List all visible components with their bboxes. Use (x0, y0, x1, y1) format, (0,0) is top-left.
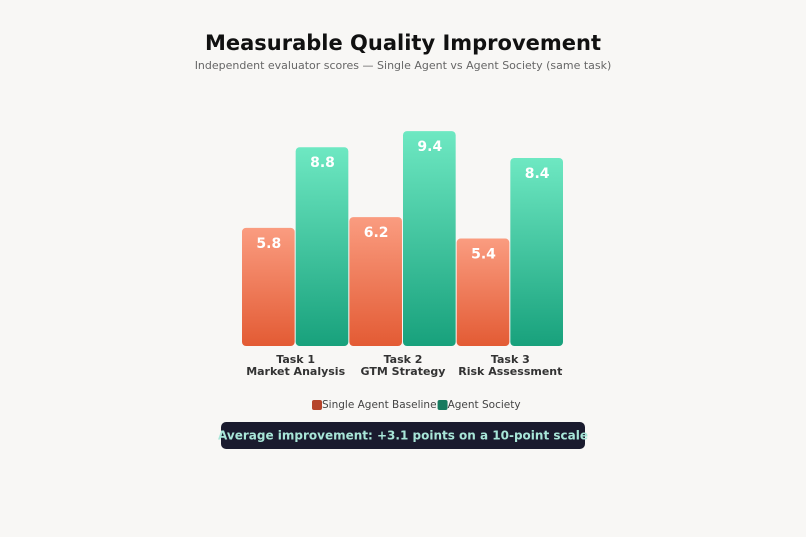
bar (242, 227, 295, 346)
value-label: 5.4 (471, 247, 496, 263)
bar (295, 147, 349, 346)
value-label: 9.4 (417, 139, 442, 155)
bar (510, 157, 563, 346)
x-tick-label: Task 3 (491, 353, 530, 366)
bar (456, 238, 510, 346)
legend-label: Single Agent Baseline (322, 399, 437, 411)
x-tick-label: Task 1 (276, 353, 315, 366)
annotation-box (221, 422, 585, 449)
legend-label: Agent Society (448, 399, 521, 411)
chart-subtitle: Independent evaluator scores — Single Ag… (195, 59, 612, 72)
legend-swatch (312, 400, 322, 410)
bar (349, 217, 402, 346)
x-tick-label: Task 2 (384, 353, 423, 366)
value-label: 8.4 (525, 166, 550, 182)
chart-title: Measurable Quality Improvement (205, 31, 601, 55)
value-label: 8.8 (310, 155, 335, 171)
legend-swatch (437, 400, 448, 410)
x-tick-label: GTM Strategy (361, 365, 446, 378)
x-tick-label: Risk Assessment (458, 365, 562, 378)
value-label: 5.8 (256, 236, 281, 252)
annotation: Average improvement: +3.1 points on a 10… (218, 429, 588, 443)
value-label: 6.2 (364, 225, 389, 241)
x-tick-label: Market Analysis (246, 365, 345, 378)
bar (403, 131, 456, 346)
